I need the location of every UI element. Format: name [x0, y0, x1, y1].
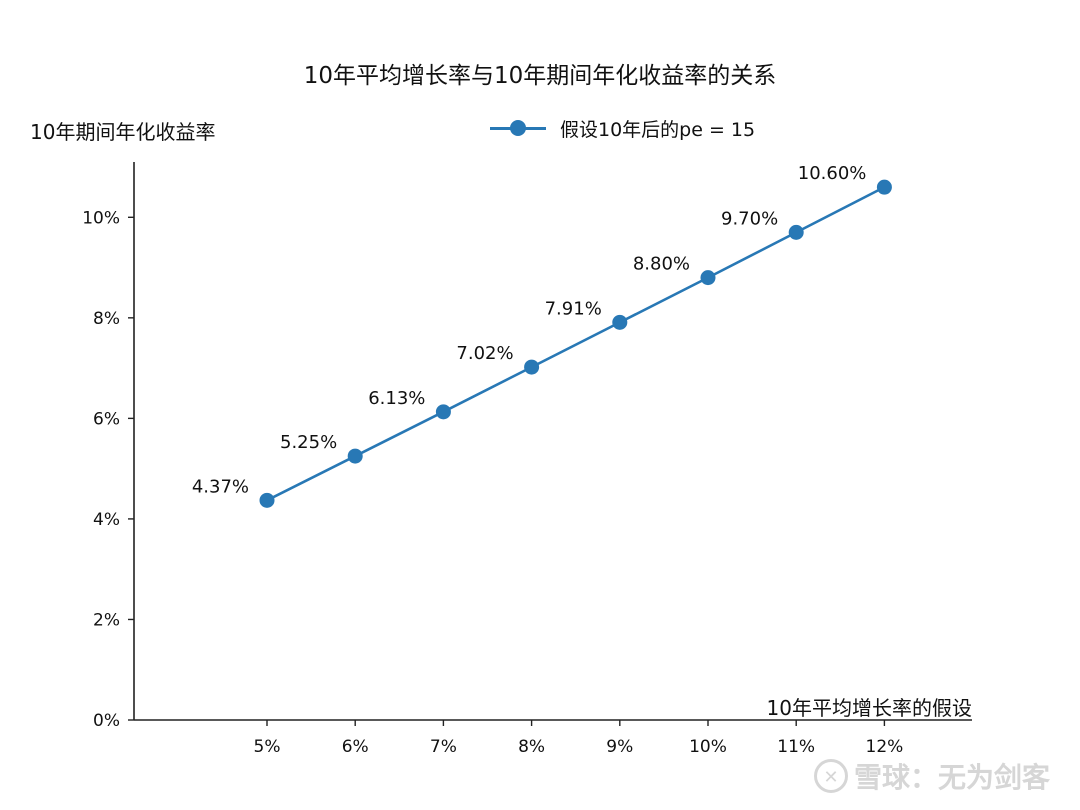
- y-tick-label: 10%: [82, 208, 120, 228]
- x-tick-label: 12%: [866, 737, 904, 757]
- x-tick-label: 10%: [689, 737, 727, 757]
- data-label: 6.13%: [368, 388, 425, 409]
- y-axis-label: 10年期间年化收益率: [30, 120, 216, 144]
- data-label: 7.02%: [456, 343, 513, 364]
- watermark: ✕ 雪球：无为剑客: [813, 756, 1050, 796]
- data-point: [788, 224, 804, 240]
- data-label: 5.25%: [280, 432, 337, 453]
- x-tick-label: 6%: [342, 737, 369, 757]
- x-tick-label: 5%: [254, 737, 281, 757]
- data-point: [435, 404, 451, 420]
- watermark-text: 雪球：无为剑客: [853, 761, 1050, 794]
- data-point: [524, 359, 540, 375]
- chart-title: 10年平均增长率与10年期间年化收益率的关系: [303, 63, 777, 89]
- xueqiu-logo-icon: ✕: [813, 759, 848, 793]
- x-tick-label: 7%: [430, 737, 457, 757]
- x-tick-label: 8%: [518, 737, 545, 757]
- y-tick-label: 2%: [93, 610, 120, 630]
- y-tick-label: 4%: [93, 510, 120, 530]
- data-point: [612, 314, 628, 330]
- y-tick-label: 6%: [93, 409, 120, 429]
- x-axis-label: 10年平均增长率的假设: [766, 696, 972, 720]
- legend-swatch: [490, 118, 546, 138]
- data-label: 4.37%: [192, 476, 249, 497]
- legend: 假设10年后的pe = 15: [490, 114, 755, 142]
- series-line: [266, 185, 885, 502]
- data-point: [347, 448, 363, 464]
- data-label: 10.60%: [798, 163, 867, 184]
- data-label: 7.91%: [545, 298, 602, 319]
- y-tick-label: 0%: [93, 711, 120, 731]
- y-tick-label: 8%: [93, 309, 120, 329]
- data-label: 9.70%: [721, 208, 778, 229]
- x-tick-label: 9%: [606, 737, 633, 757]
- legend-label: 假设10年后的pe = 15: [560, 118, 756, 141]
- data-point: [876, 179, 892, 195]
- x-tick-label: 11%: [777, 737, 815, 757]
- data-label: 8.80%: [633, 254, 690, 275]
- data-point: [259, 492, 275, 508]
- legend-marker: [510, 120, 526, 136]
- data-point: [700, 270, 716, 286]
